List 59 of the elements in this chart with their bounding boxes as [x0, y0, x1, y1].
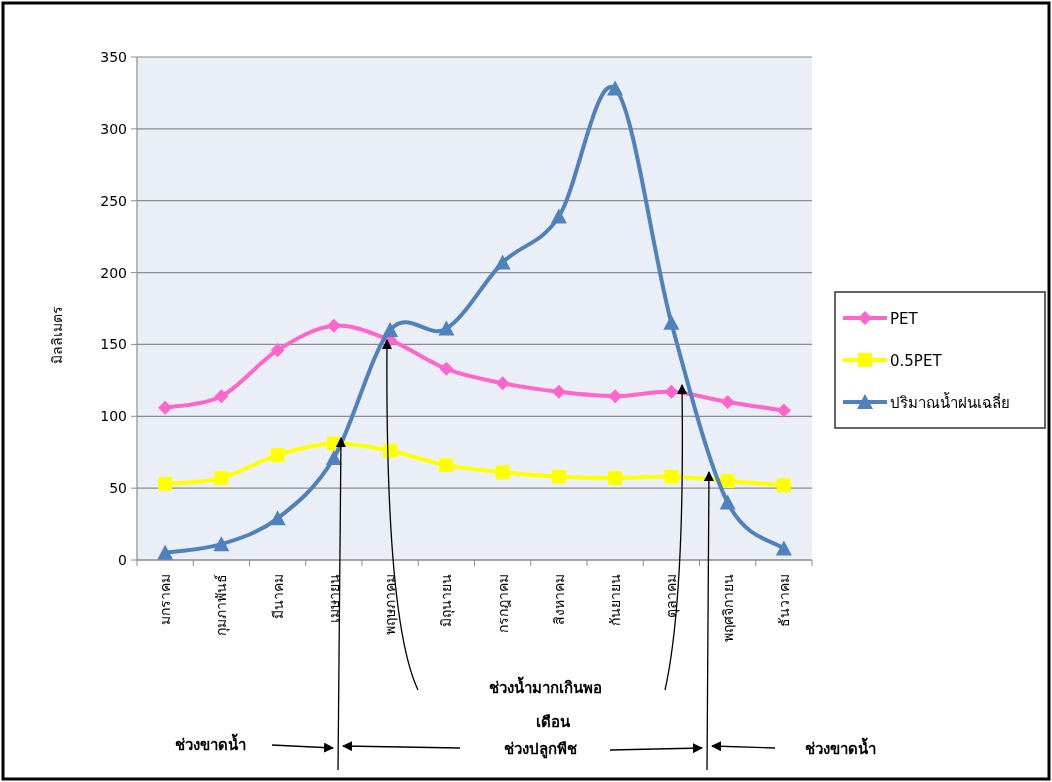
legend-label: ปริมาณน้ำฝนเฉลี่ย: [890, 392, 1010, 412]
point: [213, 536, 230, 552]
point: [438, 320, 455, 336]
point: [719, 494, 736, 510]
y-axis-title: มิลลิเมตร: [49, 306, 65, 364]
point: [775, 540, 792, 556]
point: [158, 476, 173, 491]
point: [720, 473, 735, 488]
x-tick-label: กันยายน: [607, 574, 624, 626]
y-tick-label: 0: [118, 552, 127, 568]
y-tick-label: 250: [100, 192, 127, 209]
x-tick-label: มิถุนายน: [438, 574, 456, 627]
x-tick-label: กุมภาพันธ์: [213, 574, 231, 636]
point: [608, 389, 623, 404]
point: [776, 403, 791, 418]
point: [494, 254, 511, 270]
text: ช่วงปลูกพืช: [503, 740, 577, 759]
point: [551, 469, 566, 484]
legend-label: PET: [890, 310, 919, 328]
x-tick-label: พฤษภาคม: [382, 574, 399, 635]
point: [382, 322, 399, 338]
x-tick-label: สิงหาคม: [550, 574, 567, 625]
point: [439, 361, 454, 376]
point: [157, 544, 174, 560]
x-tick-label: ธันวาคม: [775, 574, 792, 627]
point: [495, 376, 510, 391]
point: [214, 389, 229, 404]
x-tick-label: มกราคม: [157, 574, 174, 625]
point: [608, 471, 623, 486]
x-tick-label: เมษายน: [325, 574, 342, 623]
x-tick-label: ตุลาคม: [663, 574, 681, 618]
x-axis-title: เดือน: [536, 713, 571, 731]
point: [776, 478, 791, 493]
text: ช่วงขาดน้ำ: [804, 737, 876, 758]
y-tick-label: 100: [100, 408, 127, 425]
point: [720, 394, 735, 409]
text: ช่วงน้ำมากเกินพอ: [488, 676, 602, 697]
x-tick-label: พฤศจิกายน: [719, 574, 736, 642]
y-tick-label: 50: [109, 480, 127, 497]
point: [270, 448, 285, 463]
point: [495, 465, 510, 480]
x-tick-label: มีนาคม: [269, 574, 286, 619]
point: [550, 208, 567, 224]
point: [326, 318, 341, 333]
y-tick-label: 150: [100, 336, 127, 353]
text: ช่วงขาดน้ำ: [174, 733, 246, 754]
legend-label: 0.5PET: [890, 352, 943, 370]
point: [551, 384, 566, 399]
point: [270, 343, 285, 358]
point: [269, 510, 286, 526]
x-tick-label: กรกฎาคม: [494, 574, 511, 633]
point: [663, 314, 680, 330]
point: [214, 471, 229, 486]
y-tick-label: 350: [100, 49, 127, 65]
y-tick-label: 200: [100, 264, 127, 281]
point: [607, 80, 624, 96]
point: [158, 400, 173, 415]
y-tick-label: 300: [100, 120, 127, 137]
point: [439, 458, 454, 473]
